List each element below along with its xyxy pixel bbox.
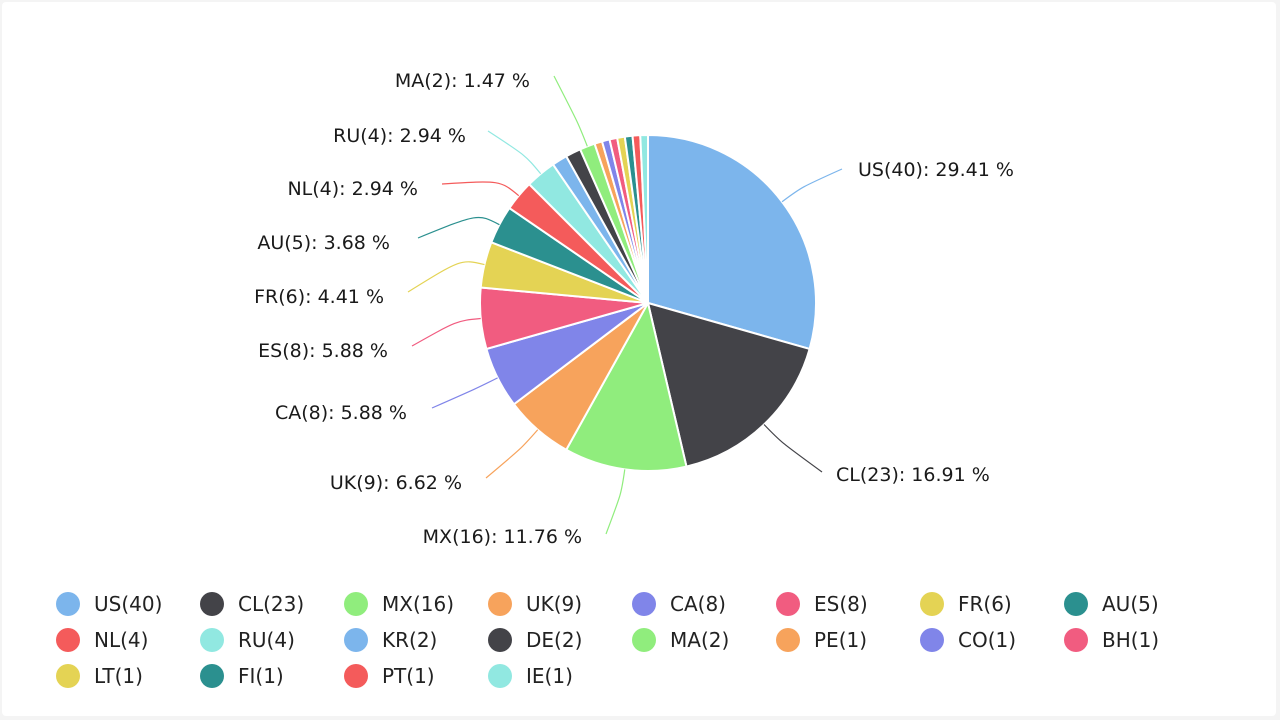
legend-item[interactable]: MX(16) — [344, 592, 488, 616]
legend-label: MA(2) — [670, 628, 730, 652]
legend-marker — [200, 664, 224, 688]
legend-item[interactable]: DE(2) — [488, 628, 632, 652]
legend-marker — [56, 592, 80, 616]
legend-marker — [56, 664, 80, 688]
legend-label: FI(1) — [238, 664, 284, 688]
legend-marker — [488, 592, 512, 616]
legend-marker — [344, 592, 368, 616]
legend-item[interactable]: PT(1) — [344, 664, 488, 688]
legend-marker — [1064, 592, 1088, 616]
data-label: MX(16): 11.76 % — [423, 526, 582, 548]
legend-marker — [56, 628, 80, 652]
legend-item[interactable]: AU(5) — [1064, 592, 1208, 616]
pie-slice-cl[interactable] — [646, 301, 811, 468]
legend-marker — [200, 628, 224, 652]
legend-label: AU(5) — [1102, 592, 1159, 616]
legend-item[interactable]: UK(9) — [488, 592, 632, 616]
legend-label: CL(23) — [238, 592, 305, 616]
legend-marker — [344, 628, 368, 652]
legend-label: UK(9) — [526, 592, 583, 616]
leader-line — [487, 130, 542, 175]
legend-label: IE(1) — [526, 664, 573, 688]
leader-line — [763, 424, 823, 473]
legend-label: BH(1) — [1102, 628, 1160, 652]
legend-item[interactable]: KR(2) — [344, 628, 488, 652]
leader-line — [553, 75, 588, 147]
legend-marker — [632, 592, 656, 616]
legend-marker — [1064, 628, 1088, 652]
legend-item[interactable]: CA(8) — [632, 592, 776, 616]
legend-item[interactable]: CO(1) — [920, 628, 1064, 652]
legend-item[interactable]: LT(1) — [56, 664, 200, 688]
legend-label: US(40) — [94, 592, 163, 616]
leader-line — [605, 469, 626, 535]
data-label: UK(9): 6.62 % — [330, 472, 462, 494]
leader-line — [417, 216, 500, 239]
data-label: FR(6): 4.41 % — [254, 286, 384, 308]
legend-label: KR(2) — [382, 628, 438, 652]
legend-item[interactable]: US(40) — [56, 592, 200, 616]
leader-line — [485, 429, 539, 479]
leader-line — [431, 377, 498, 409]
legend-label: MX(16) — [382, 592, 455, 616]
legend-item[interactable]: NL(4) — [56, 628, 200, 652]
data-label: NL(4): 2.94 % — [287, 178, 418, 200]
legend-marker — [920, 628, 944, 652]
pie-slice-us[interactable] — [647, 133, 817, 351]
data-label: US(40): 29.41 % — [858, 159, 1014, 181]
legend-item[interactable]: FR(6) — [920, 592, 1064, 616]
leader-line — [407, 261, 485, 293]
legend-label: NL(4) — [94, 628, 149, 652]
data-label: MA(2): 1.47 % — [395, 70, 530, 92]
legend-marker — [344, 664, 368, 688]
legend-item[interactable]: RU(4) — [200, 628, 344, 652]
legend-label: ES(8) — [814, 592, 868, 616]
leader-line — [441, 181, 520, 197]
legend-item[interactable]: MA(2) — [632, 628, 776, 652]
legend-label: DE(2) — [526, 628, 583, 652]
legend-label: PE(1) — [814, 628, 868, 652]
leader-line — [781, 168, 843, 203]
legend-item[interactable]: FI(1) — [200, 664, 344, 688]
data-label: CL(23): 16.91 % — [836, 464, 990, 486]
pie-slices — [479, 133, 817, 472]
legend-marker — [776, 628, 800, 652]
data-labels: US(40): 29.41 % CL(23): 16.91 % MX(16): 11… — [254, 70, 1014, 548]
pie-slice-ie[interactable] — [639, 133, 649, 304]
data-label: ES(8): 5.88 % — [258, 340, 388, 362]
legend-marker — [200, 592, 224, 616]
legend-item[interactable]: ES(8) — [776, 592, 920, 616]
legend-marker — [488, 628, 512, 652]
chart-legend: US(40) CL(23) MX(16) UK(9) CA(8) ES(8) FR(6) AU… — [56, 592, 1266, 688]
data-label: CA(8): 5.88 % — [275, 402, 407, 424]
leader-lines — [407, 75, 843, 535]
legend-marker — [632, 628, 656, 652]
legend-label: CA(8) — [670, 592, 726, 616]
pie-chart: US(40): 29.41 % CL(23): 16.91 % MX(16): 11… — [254, 70, 1014, 548]
legend-marker — [488, 664, 512, 688]
legend-marker — [776, 592, 800, 616]
leader-line — [411, 317, 481, 347]
legend-label: RU(4) — [238, 628, 295, 652]
legend-label: PT(1) — [382, 664, 435, 688]
data-label: RU(4): 2.94 % — [333, 125, 466, 147]
data-label: AU(5): 3.68 % — [257, 232, 390, 254]
legend-item[interactable]: CL(23) — [200, 592, 344, 616]
legend-item[interactable]: IE(1) — [488, 664, 632, 688]
legend-marker — [920, 592, 944, 616]
legend-label: CO(1) — [958, 628, 1017, 652]
legend-label: FR(6) — [958, 592, 1012, 616]
legend-label: LT(1) — [94, 664, 143, 688]
legend-item[interactable]: BH(1) — [1064, 628, 1208, 652]
legend-item[interactable]: PE(1) — [776, 628, 920, 652]
